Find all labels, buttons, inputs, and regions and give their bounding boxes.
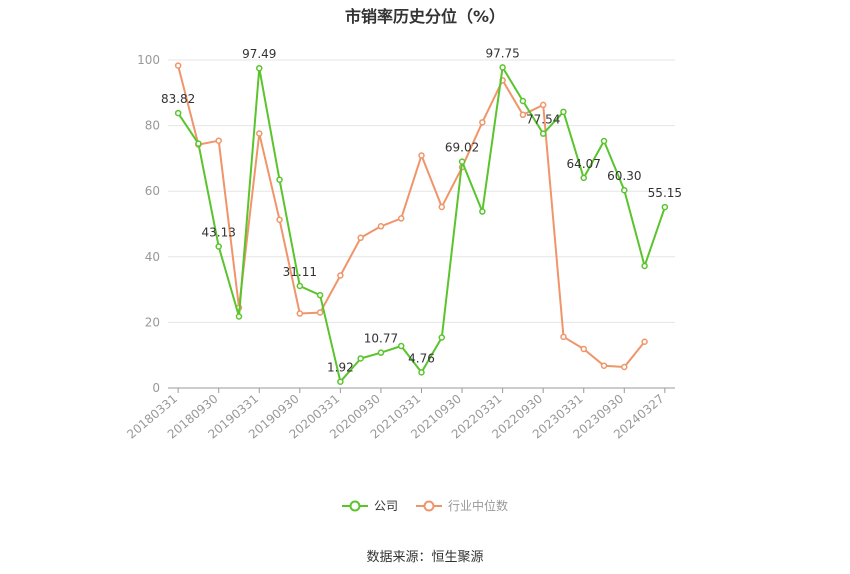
data-label: 10.77 (364, 332, 398, 346)
data-point-company (397, 342, 405, 350)
data-label: 69.02 (445, 141, 479, 155)
data-point-industry (174, 62, 182, 69)
data-point-company (641, 262, 648, 270)
chart-title: 市销率历史分位（%） (344, 7, 506, 26)
data-label: 97.49 (242, 47, 276, 61)
axis-layer: 0204060801002018033120180930201903312019… (124, 53, 675, 442)
legend-marker-industry (416, 500, 442, 511)
data-point-company (539, 130, 547, 137)
grid-layer (168, 59, 675, 323)
data-point-industry (621, 363, 628, 371)
data-point-company (621, 186, 628, 194)
data-point-company (174, 109, 182, 117)
legend: 公司 行业中位数 (0, 497, 850, 514)
data-point-industry (560, 333, 567, 341)
data-point-company (256, 64, 263, 72)
data-point-company (357, 355, 364, 362)
series-line-industry (177, 65, 646, 368)
data-point-company (580, 174, 587, 182)
y-tick-label: 0 (152, 381, 160, 395)
data-label: 77.54 (526, 113, 560, 127)
series-line-company (177, 66, 666, 383)
data-point-company (560, 108, 567, 116)
data-point-company (235, 313, 243, 320)
data-point-company (337, 378, 344, 385)
y-tick-label: 100 (137, 53, 160, 67)
y-tick-label: 60 (145, 184, 160, 198)
data-point-company (296, 282, 304, 290)
data-point-industry (519, 111, 527, 119)
data-point-industry (418, 152, 425, 159)
data-point-company (195, 140, 202, 147)
data-label: 60.30 (607, 169, 641, 183)
data-label: 31.11 (283, 265, 317, 279)
data-point-industry (600, 362, 608, 369)
y-tick-label: 20 (145, 315, 160, 329)
data-point-industry (316, 309, 324, 316)
data-point-industry (377, 223, 385, 230)
data-point-company (499, 64, 506, 71)
data-point-industry (357, 234, 364, 242)
data-point-company (377, 349, 385, 356)
data-point-industry (215, 137, 222, 144)
data-point-company (519, 97, 527, 105)
data-label: 43.13 (202, 226, 236, 240)
y-tick-label: 40 (145, 250, 160, 264)
label-layer: 83.82 43.13 97.49 31.11 1.92 10.77 4.76 69.02 97… (161, 46, 682, 374)
data-label: 55.15 (648, 186, 682, 200)
data-point-company (418, 369, 425, 376)
data-label: 97.75 (485, 46, 519, 60)
data-point-industry (296, 310, 304, 317)
data-point-industry (479, 119, 486, 126)
series-layer (174, 62, 669, 385)
data-point-industry (337, 272, 344, 279)
data-point-company (479, 208, 486, 215)
data-label: 1.92 (327, 361, 354, 375)
data-point-industry (397, 215, 405, 222)
data-point-company (438, 334, 446, 341)
data-label: 64.07 (567, 157, 601, 171)
data-point-industry (539, 101, 547, 109)
data-point-company (276, 176, 283, 183)
legend-item-company[interactable]: 公司 (341, 497, 398, 514)
data-label: 83.82 (161, 92, 195, 106)
line-chart: 0204060801002018033120180930201903312019… (124, 46, 682, 442)
data-point-company (458, 158, 466, 165)
data-point-industry (641, 338, 648, 346)
data-point-industry (276, 216, 283, 223)
data-point-industry (580, 345, 587, 353)
y-tick-label: 80 (145, 119, 160, 133)
data-point-company (215, 243, 222, 250)
legend-item-industry[interactable]: 行业中位数 (416, 497, 508, 514)
data-point-company (316, 291, 324, 299)
data-point-company (600, 137, 608, 145)
data-point-industry (256, 130, 263, 137)
legend-label-industry: 行业中位数 (448, 499, 509, 513)
data-source: 数据来源：恒生聚源 (366, 550, 484, 565)
data-label: 4.76 (408, 351, 435, 365)
legend-marker-company (341, 500, 368, 511)
data-point-company (661, 203, 669, 211)
legend-label-company: 公司 (373, 499, 398, 513)
data-point-industry (438, 203, 446, 211)
